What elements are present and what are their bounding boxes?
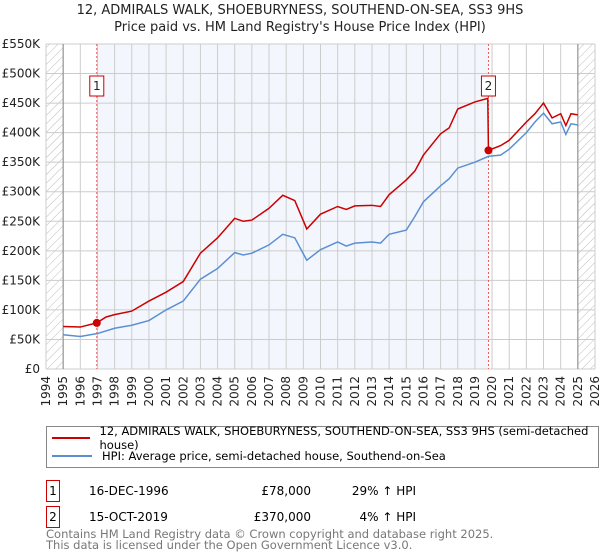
annotation-box [89, 75, 105, 97]
x-tick-label: 2003 [193, 376, 207, 407]
hatch-left [46, 44, 64, 369]
y-tick-label: £150K [2, 273, 42, 287]
sale-price: £78,000 [261, 484, 311, 498]
y-tick-label: £500K [2, 67, 42, 81]
x-tick-label: 2005 [228, 376, 242, 407]
sale-point [484, 146, 493, 155]
y-tick-label: £350K [2, 155, 42, 169]
x-tick-label: 2016 [416, 376, 430, 407]
y-tick-label: £200K [2, 244, 42, 258]
footer: Contains HM Land Registry data © Crown c… [46, 527, 494, 552]
annotation-box [480, 75, 496, 97]
sale-hpi: 29% ↑ HPI [351, 484, 416, 498]
annotation-label: 2 [485, 79, 493, 93]
y-tick-label: £0 [25, 362, 40, 376]
x-tick-label: 2010 [314, 376, 328, 407]
x-tick-label: 1996 [73, 376, 87, 407]
legend-swatch-blue [52, 455, 92, 457]
sale-badge: 1 [46, 480, 60, 502]
x-tick-label: 2011 [331, 376, 345, 407]
sale-hpi: 4% ↑ HPI [359, 510, 416, 524]
sale-price: £370,000 [253, 510, 311, 524]
legend-label: 12, ADMIRALS WALK, SHOEBURYNESS, SOUTHEN… [99, 424, 589, 452]
x-tick-label: 2000 [142, 376, 156, 407]
x-tick-label: 1999 [125, 376, 139, 407]
legend-item-hpi: HPI: Average price, semi-detached house,… [52, 448, 446, 464]
legend: 12, ADMIRALS WALK, SHOEBURYNESS, SOUTHEN… [46, 424, 599, 468]
x-tick-label: 2001 [159, 376, 173, 407]
x-tick-label: 2018 [451, 376, 465, 407]
legend-item-property: 12, ADMIRALS WALK, SHOEBURYNESS, SOUTHEN… [52, 424, 598, 452]
chart-subtitle: Price paid vs. HM Land Registry's House … [114, 20, 486, 35]
x-tick-label: 2026 [588, 376, 600, 407]
y-tick-label: £450K [2, 96, 42, 110]
legend-swatch-red [52, 437, 90, 439]
y-tick-label: £50K [9, 332, 41, 346]
x-tick-label: 2007 [262, 376, 276, 407]
y-tick-label: £250K [2, 214, 42, 228]
ownership-period-shade [96, 44, 489, 369]
sale-date: 15-OCT-2019 [89, 510, 168, 524]
x-tick-label: 2021 [502, 376, 516, 407]
x-tick-label: 2017 [434, 376, 448, 407]
price-paid-line [63, 97, 578, 328]
footer-line: Contains HM Land Registry data © Crown c… [46, 527, 494, 541]
y-tick-label: £300K [2, 185, 42, 199]
x-tick-label: 2004 [211, 376, 225, 407]
x-tick-label: 1995 [56, 376, 70, 407]
hpi-line [63, 112, 578, 338]
x-tick-label: 1998 [108, 376, 122, 407]
sale-badge: 2 [46, 506, 60, 528]
y-tick-label: £550K [2, 37, 42, 51]
footer-line: This data is licensed under the Open Gov… [46, 538, 413, 552]
x-tick-label: 2024 [554, 376, 568, 407]
x-tick-label: 2006 [245, 376, 259, 407]
legend-label: HPI: Average price, semi-detached house,… [102, 449, 446, 463]
x-tick-label: 2025 [571, 376, 585, 407]
x-tick-label: 2002 [176, 376, 190, 407]
y-tick-label: £100K [2, 303, 42, 317]
x-tick-label: 2022 [519, 376, 533, 407]
sale-point [92, 318, 101, 327]
x-tick-label: 2014 [382, 376, 396, 407]
x-tick-label: 2020 [485, 376, 499, 407]
y-tick-label: £400K [2, 126, 42, 140]
hatch-right [577, 44, 595, 369]
x-tick-label: 2012 [348, 376, 362, 407]
x-tick-label: 2019 [468, 376, 482, 407]
x-tick-label: 1997 [90, 376, 104, 407]
price-chart: 1994 1995 1996 1997 1998 1999 2000 2001 2002 2003… [2, 37, 600, 407]
sale-date: 16-DEC-1996 [89, 484, 169, 498]
x-tick-label: 2015 [399, 376, 413, 407]
annotation-label: 1 [93, 79, 101, 93]
chart-title: 12, ADMIRALS WALK, SHOEBURYNESS, SOUTHEN… [76, 3, 524, 18]
x-tick-label: 1994 [39, 376, 53, 407]
x-tick-label: 2008 [279, 376, 293, 407]
x-tick-label: 2013 [365, 376, 379, 407]
x-tick-label: 2023 [537, 376, 551, 407]
x-tick-label: 2009 [296, 376, 310, 407]
